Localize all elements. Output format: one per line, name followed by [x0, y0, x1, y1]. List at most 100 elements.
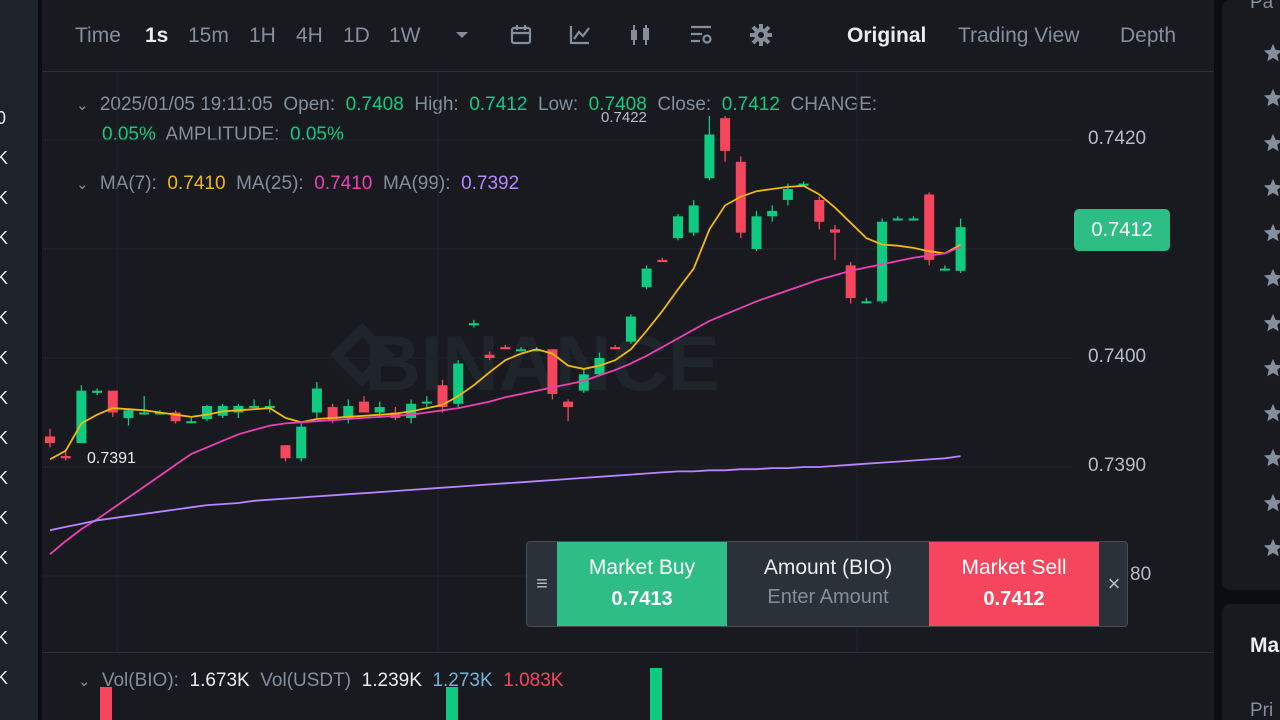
chevron-down-icon[interactable]: ⌄: [78, 673, 91, 690]
candle-body: [359, 401, 369, 413]
view-depth[interactable]: Depth: [1120, 24, 1177, 47]
amount-input[interactable]: [743, 586, 913, 609]
candle-body: [892, 218, 903, 221]
ma7-label: MA(7):: [99, 173, 157, 194]
view-original[interactable]: Original: [847, 24, 927, 47]
candle-body: [107, 390, 118, 413]
indicator-icon[interactable]: [567, 22, 593, 48]
high-label: High:: [414, 94, 459, 115]
candle-body: [924, 194, 935, 260]
low-label: Low:: [537, 94, 579, 115]
calendar-icon[interactable]: [508, 22, 534, 48]
drag-handle-icon[interactable]: ≡: [536, 573, 548, 595]
candle-body: [939, 268, 950, 271]
pairs-list-card: Pa: [1222, 0, 1280, 590]
ma-line: ⌄ MA(7): 0.7410 MA(25): 0.7410 MA(99): 0…: [76, 173, 519, 195]
favorite-star-icon[interactable]: [1262, 132, 1280, 154]
candle-style-icon[interactable]: [627, 22, 653, 48]
left-panel-edge: KKKKKKKKKKKKKK0l: [0, 0, 42, 720]
market-sell-button[interactable]: Market Sell 0.7412: [929, 542, 1099, 626]
candle-body: [641, 268, 652, 288]
chevron-down-icon[interactable]: ⌄: [76, 97, 89, 114]
candle-body: [767, 210, 778, 217]
ma7-line: [49, 184, 962, 461]
market-buy-button[interactable]: Market Buy 0.7413: [557, 542, 727, 626]
left-panel-value: K: [0, 228, 9, 248]
volume-info-line: ⌄ Vol(BIO): 1.673K Vol(USDT) 1.239K 1.27…: [78, 670, 563, 692]
candle-body: [92, 390, 103, 393]
price-axis-label: 0.7420: [1088, 128, 1147, 149]
timeframe-1h[interactable]: 1H: [249, 24, 276, 47]
favorite-star-icon[interactable]: [1262, 267, 1280, 289]
timeframe-time[interactable]: Time: [75, 24, 121, 47]
candle-body: [845, 265, 856, 299]
layout-settings-icon[interactable]: [688, 22, 714, 48]
close-icon[interactable]: ×: [1107, 571, 1121, 596]
low-value: 0.7408: [588, 94, 647, 115]
peak-price-label: 0.7422: [601, 109, 647, 126]
left-panel-value: 0: [0, 108, 7, 128]
candle-body: [908, 218, 919, 221]
timeframe-1s[interactable]: 1s: [145, 24, 169, 47]
open-label: Open:: [283, 94, 336, 115]
ma25-value: 0.7410: [314, 173, 373, 194]
favorite-star-icon[interactable]: [1262, 222, 1280, 244]
favorite-star-icon[interactable]: [1262, 87, 1280, 109]
market-sell-label: Market Sell: [961, 556, 1067, 579]
candle-body: [437, 385, 448, 408]
candle-body: [578, 374, 589, 391]
left-panel-value: K: [0, 548, 9, 568]
price-axis-label: 0.7400: [1088, 346, 1147, 367]
market-buy-price: 0.7413: [611, 588, 673, 610]
left-panel-value: K: [0, 148, 9, 168]
favorite-star-icon[interactable]: [1262, 42, 1280, 64]
candle-body: [782, 189, 793, 200]
watermark-logo: [329, 322, 395, 388]
timeframe-dropdown-icon[interactable]: [449, 22, 475, 48]
left-panel-value: K: [0, 268, 9, 288]
pairs-header: Pa: [1250, 0, 1274, 13]
candle-body: [751, 216, 762, 249]
candles-group: [45, 116, 966, 462]
candle-body: [516, 349, 526, 352]
candle-body: [374, 407, 385, 413]
left-panel-value: K: [0, 628, 9, 648]
timeframe-1d[interactable]: 1D: [343, 24, 370, 47]
ma25-label: MA(25):: [236, 173, 304, 194]
candle-body: [280, 445, 291, 459]
candle-body: [798, 183, 809, 186]
ma99-label: MA(99):: [382, 173, 451, 194]
left-panel-value: K: [0, 388, 9, 408]
timeframe-1w[interactable]: 1W: [389, 24, 421, 47]
ma99-line: [49, 455, 961, 532]
candle-body: [877, 221, 888, 302]
candlestick-chart[interactable]: BINANCE: [42, 72, 1214, 652]
favorite-star-icon[interactable]: [1262, 447, 1280, 469]
candle-body: [296, 426, 307, 459]
chevron-down-icon[interactable]: ⌄: [76, 176, 89, 193]
close-value: 0.7412: [721, 94, 780, 115]
left-panel-value: K: [0, 428, 9, 448]
candle-body: [186, 421, 197, 424]
candle-body: [233, 405, 244, 413]
timeframe-15m[interactable]: 15m: [188, 24, 229, 47]
change-label: CHANGE:: [790, 94, 878, 115]
favorite-star-icon[interactable]: [1262, 312, 1280, 334]
candle-body: [830, 229, 840, 233]
favorite-star-icon[interactable]: [1262, 492, 1280, 514]
favorite-star-icon[interactable]: [1262, 177, 1280, 199]
view-trading-view[interactable]: Trading View: [958, 24, 1080, 47]
gear-icon[interactable]: [748, 22, 774, 48]
candle-body: [123, 410, 134, 418]
candle-body: [657, 259, 668, 263]
favorite-star-icon[interactable]: [1262, 402, 1280, 424]
candle-body: [688, 205, 699, 233]
market-trades-title[interactable]: Ma: [1250, 634, 1280, 657]
market-trades-card: Ma Pri: [1222, 604, 1280, 720]
timeframe-4h[interactable]: 4H: [296, 24, 323, 47]
candle-body: [60, 456, 71, 459]
favorite-star-icon[interactable]: [1262, 357, 1280, 379]
favorite-star-icon[interactable]: [1262, 537, 1280, 559]
amount-section: Amount (BIO): [727, 542, 929, 626]
vol-usdt-value: 1.239K: [361, 670, 422, 691]
